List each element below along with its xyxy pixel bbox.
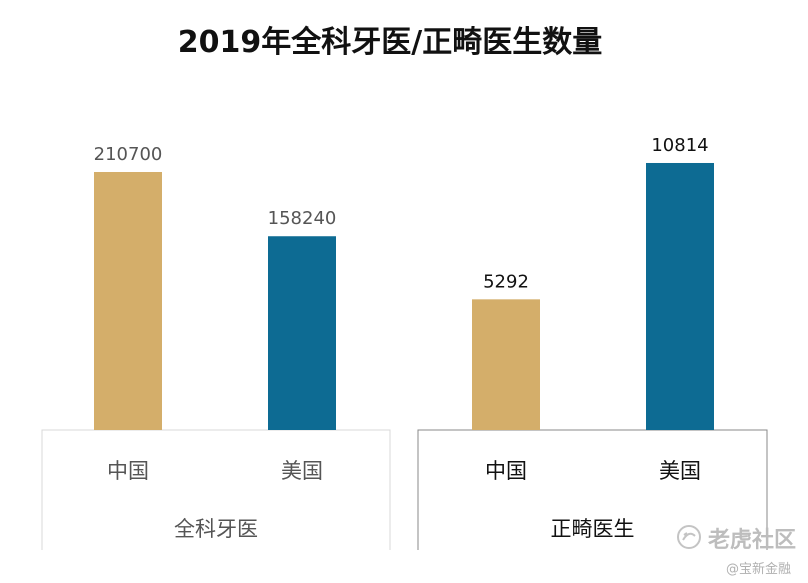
data-label: 5292 [483,271,529,292]
data-label: 210700 [94,144,163,165]
watermark-sub: @宝新金融 [726,562,792,577]
x-tick-label: 中国 [107,459,149,483]
group-label: 正畸医生 [551,517,635,541]
category-axis-frame [41,429,391,550]
x-tick-label: 美国 [659,459,701,483]
data-label: 158240 [268,208,337,229]
x-tick-label: 中国 [485,459,527,483]
bar-2-1 [472,299,540,430]
bar-2-2 [646,162,714,430]
group-label: 全科牙医 [174,517,258,541]
data-label: 10814 [651,135,708,156]
bar-1-1 [94,172,162,430]
chart-title: 2019年全科牙医/正畸医生数量 [178,25,602,60]
x-tick-label: 美国 [281,459,323,483]
bar-1-2 [268,236,336,430]
category-axis-frame [417,429,768,550]
watermark-text: 老虎社区 [708,528,797,553]
tiger-logo-icon [677,525,701,549]
